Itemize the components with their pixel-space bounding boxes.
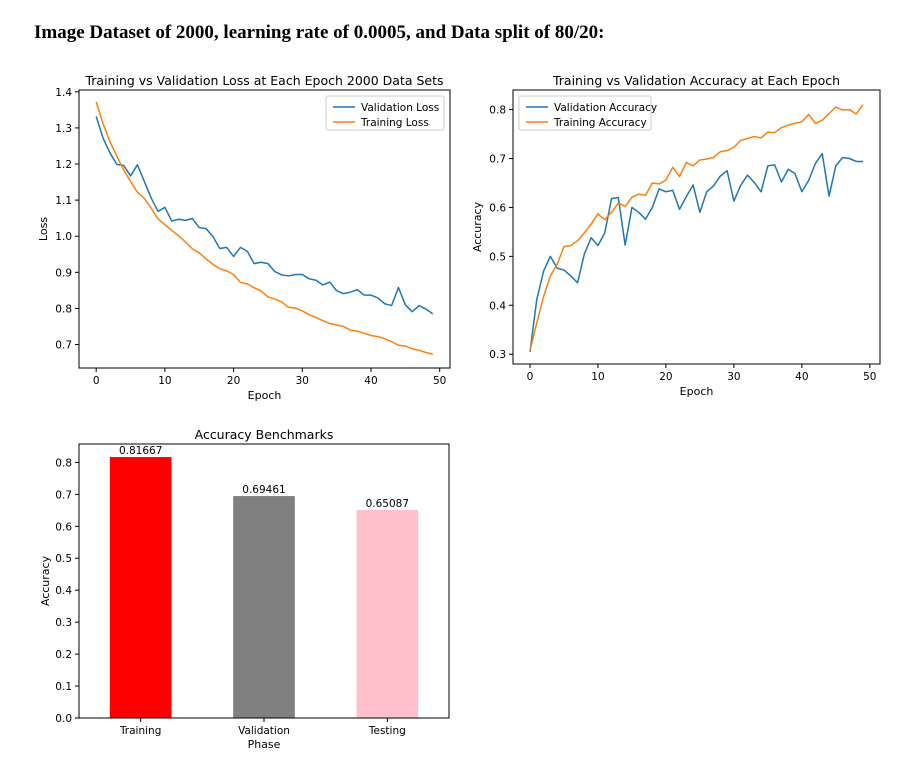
- bar-value-label: 0.65087: [366, 498, 409, 510]
- y-tick-label: 0.9: [55, 267, 72, 279]
- y-tick-label: 0.8: [55, 303, 72, 315]
- x-tick-label: 20: [659, 371, 672, 383]
- series-line-1: [529, 152, 864, 352]
- y-tick-label: 0.0: [55, 713, 72, 725]
- x-tick-label: 50: [863, 371, 876, 383]
- x-tick-label: 30: [296, 375, 309, 387]
- y-tick-label: 0.7: [55, 489, 72, 501]
- y-tick-label: 1.1: [55, 195, 72, 207]
- y-tick-label: 0.4: [489, 300, 506, 312]
- x-tick-label: 0: [93, 375, 100, 387]
- legend: Validation Loss Training Loss: [325, 95, 445, 131]
- y-tick-label: 0.5: [489, 251, 506, 263]
- bar-value-label: 0.81667: [119, 445, 162, 457]
- chart-title: Training vs Validation Accuracy at Each …: [552, 73, 840, 88]
- y-axis-label: Accuracy: [39, 555, 52, 606]
- bar-training: [109, 457, 172, 718]
- line-chart-2: Training vs Validation Accuracy at Each …: [471, 73, 881, 398]
- x-tick-label: 30: [727, 371, 740, 383]
- bar-validation: [233, 496, 295, 718]
- x-tick-label: 10: [591, 371, 604, 383]
- y-tick-label: 0.2: [55, 649, 72, 661]
- y-tick-label: 0.5: [55, 553, 72, 565]
- legend: Validation Accuracy Training Accuracy: [518, 95, 657, 131]
- bar-value-label: 0.69461: [242, 484, 285, 496]
- legend-label: Validation Loss: [361, 102, 439, 114]
- plot-frame: [78, 443, 450, 719]
- legend-box: [518, 95, 652, 131]
- x-tick-label: 20: [227, 375, 240, 387]
- y-tick-label: 0.6: [489, 202, 506, 214]
- x-tick-label: Validation: [238, 725, 290, 737]
- series-line-2: [95, 101, 434, 356]
- chart-title: Training vs Validation Loss at Each Epoc…: [84, 73, 443, 88]
- x-axis-label: Phase: [248, 738, 281, 751]
- x-tick-label: 50: [433, 375, 446, 387]
- y-tick-label: 0.8: [55, 457, 72, 469]
- legend-label: Training Loss: [360, 117, 429, 129]
- legend-box: [325, 95, 445, 131]
- y-tick-label: 0.7: [489, 154, 506, 166]
- x-tick-label: Testing: [368, 725, 406, 737]
- y-tick-label: 0.3: [55, 617, 72, 629]
- y-tick-label: 1.3: [55, 123, 72, 135]
- y-tick-label: 0.6: [55, 521, 72, 533]
- y-tick-label: 1.2: [55, 159, 72, 171]
- x-axis-label: Epoch: [680, 385, 714, 398]
- y-tick-label: 0.7: [55, 340, 72, 352]
- bar-testing: [356, 510, 419, 718]
- series-line-1: [95, 116, 434, 315]
- x-axis-label: Epoch: [248, 389, 282, 402]
- line-chart-1: Training vs Validation Loss at Each Epoc…: [37, 73, 451, 402]
- series-line-2: [529, 104, 864, 351]
- chart-title: Accuracy Benchmarks: [195, 427, 334, 442]
- x-tick-label: Training: [119, 725, 161, 737]
- bar-chart: Accuracy Benchmarks 0.81667 Training 0.6946…: [39, 427, 450, 751]
- x-tick-label: 40: [364, 375, 377, 387]
- page-heading: Image Dataset of 2000, learning rate of …: [34, 22, 605, 43]
- plot-frame: [512, 89, 881, 365]
- y-axis-label: Loss: [37, 217, 50, 241]
- legend-label: Validation Accuracy: [554, 102, 657, 114]
- y-axis-label: Accuracy: [471, 201, 484, 252]
- y-tick-label: 1.4: [55, 87, 72, 99]
- y-tick-label: 0.8: [489, 105, 506, 117]
- plot-frame: [78, 89, 451, 369]
- x-tick-label: 0: [527, 371, 534, 383]
- y-tick-label: 1.0: [55, 231, 72, 243]
- x-tick-label: 40: [795, 371, 808, 383]
- y-tick-label: 0.1: [55, 681, 72, 693]
- x-tick-label: 10: [158, 375, 171, 387]
- y-tick-label: 0.4: [55, 585, 72, 597]
- y-tick-label: 0.3: [489, 349, 506, 361]
- legend-label: Training Accuracy: [553, 117, 647, 129]
